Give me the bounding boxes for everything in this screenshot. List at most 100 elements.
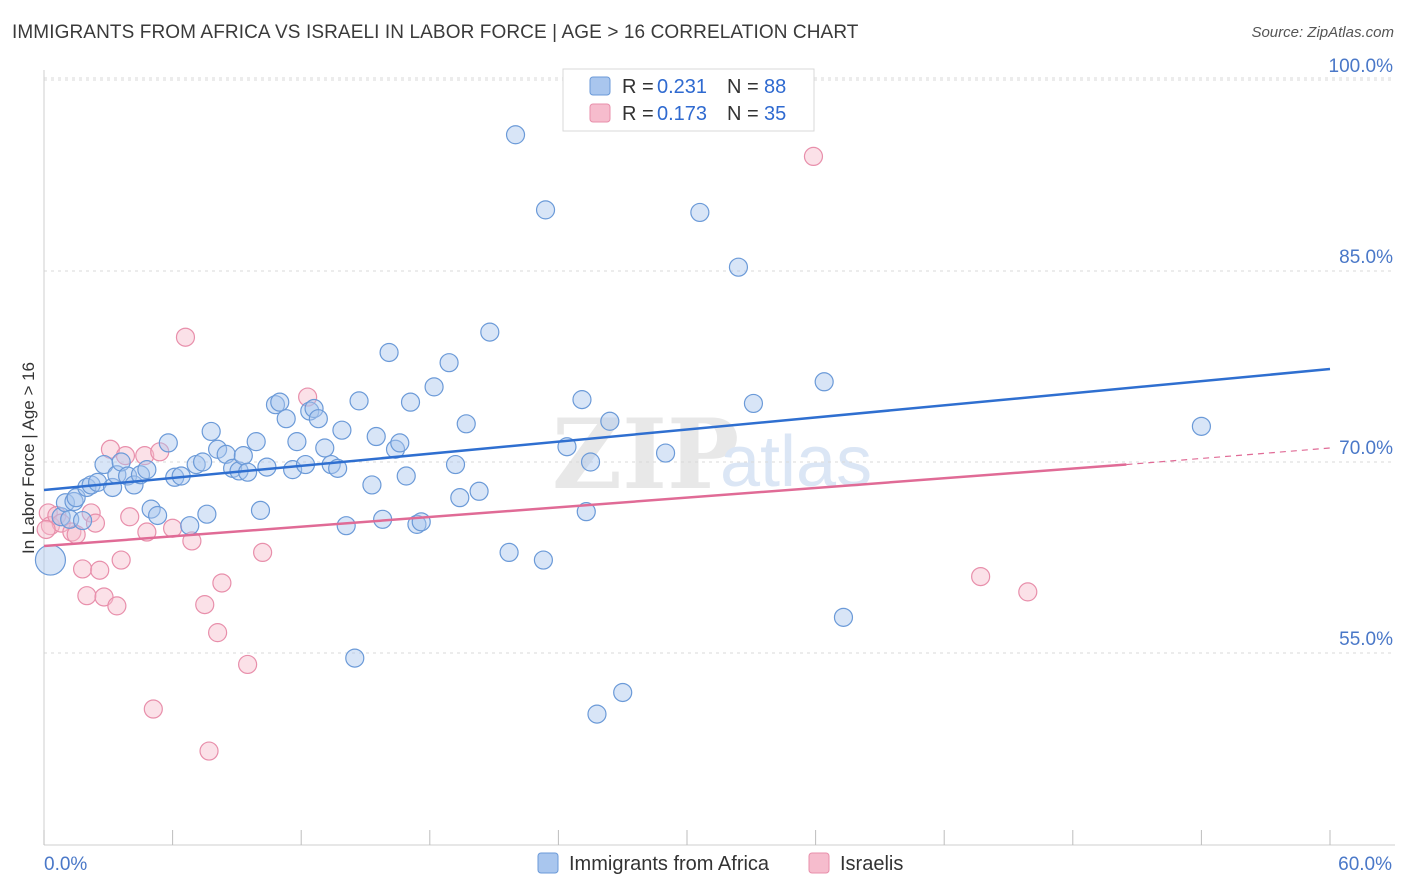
chart-title: IMMIGRANTS FROM AFRICA VS ISRAELI IN LAB… (12, 22, 859, 43)
legend-israelis-n-value: 35 (764, 103, 786, 125)
africa-point (257, 457, 277, 477)
axes (43, 70, 1395, 846)
israeli-point (137, 522, 157, 542)
bottom-legend-swatch-israelis (808, 852, 830, 874)
bottom-legend-israelis: Israelis (840, 853, 903, 875)
africa-point (1191, 416, 1212, 436)
trend-line-israelis (43, 463, 1127, 548)
legend-israelis-r-label: R = (622, 103, 654, 125)
africa-point (833, 607, 854, 627)
africa-point (439, 353, 459, 373)
africa-point (270, 392, 290, 412)
israeli-point (212, 573, 232, 593)
africa-point (390, 433, 410, 453)
legend-africa-n-value: 88 (764, 76, 786, 98)
legend-swatch-africa (589, 76, 611, 96)
bottom-legend-africa: Immigrants from Africa (569, 853, 770, 875)
africa-point (533, 550, 553, 570)
africa-point (535, 200, 556, 220)
africa-point (158, 433, 178, 453)
africa-point (600, 411, 620, 431)
africa-point (34, 544, 67, 576)
israeli-point (175, 327, 196, 347)
africa-point (304, 398, 324, 419)
africa-point (287, 432, 307, 452)
legend-africa-r-value: 0.231 (657, 76, 707, 98)
legend-africa-n-label: N = (727, 76, 759, 98)
israeli-point (77, 586, 97, 606)
africa-point (137, 460, 157, 480)
africa-point (147, 505, 168, 526)
africa-point (456, 414, 476, 434)
x-tick-label-min: 0.0% (44, 854, 87, 875)
bottom-legend-swatch-africa (537, 852, 559, 874)
africa-point (587, 704, 607, 724)
israeli-point (107, 596, 127, 616)
africa-point (505, 125, 526, 145)
africa-point (130, 465, 151, 485)
israeli-point (163, 518, 183, 538)
series-israelis (36, 146, 1038, 761)
israeli-point (199, 741, 219, 761)
x-ticks (43, 830, 1331, 845)
israeli-point (120, 507, 140, 527)
africa-point (655, 443, 676, 463)
africa-point (180, 516, 200, 536)
legend-israelis-n-label: N = (727, 103, 759, 125)
israeli-point (135, 446, 155, 466)
israeli-point (36, 519, 56, 540)
israeli-point (298, 387, 318, 407)
africa-point (362, 475, 382, 495)
africa-point (424, 377, 444, 397)
africa-point (246, 432, 266, 452)
africa-point (469, 481, 489, 501)
africa-point (572, 390, 592, 410)
trend-lines (43, 367, 1331, 548)
israeli-point (238, 654, 258, 675)
africa-point (349, 391, 369, 411)
africa-point (201, 421, 221, 442)
legend-israelis-r-value: 0.173 (657, 103, 707, 125)
legend-africa-r-label: R = (622, 76, 654, 98)
africa-point (411, 512, 431, 532)
israeli-point (90, 560, 110, 580)
y-tick-label: 85.0% (1339, 247, 1393, 268)
gridlines (44, 77, 1395, 654)
africa-point (576, 502, 596, 522)
y-tick-label: 100.0% (1329, 56, 1394, 77)
africa-point (396, 466, 416, 486)
africa-point (250, 500, 271, 520)
africa-point (72, 510, 93, 531)
y-tick-label: 55.0% (1339, 629, 1393, 650)
africa-point (445, 454, 466, 475)
africa-point (336, 516, 356, 536)
africa-point (580, 452, 601, 472)
africa-point (111, 452, 131, 472)
israeli-point (1018, 582, 1038, 602)
israeli-point (195, 595, 215, 615)
trend-line-africa (43, 367, 1331, 492)
africa-point (315, 438, 335, 458)
y-tick-labels: 55.0% 70.0% 85.0% 100.0% (1329, 56, 1394, 650)
africa-point (814, 372, 834, 392)
africa-point (499, 542, 519, 563)
watermark-zip: ZIP (552, 398, 739, 511)
africa-point (233, 446, 253, 466)
x-tick-label-max: 60.0% (1338, 854, 1392, 875)
israeli-point (803, 146, 824, 166)
africa-point (366, 426, 386, 447)
israeli-point (253, 542, 273, 563)
africa-point (308, 409, 328, 429)
africa-point (379, 342, 399, 363)
africa-point (197, 504, 217, 524)
legend-swatch-israelis (589, 103, 611, 123)
israeli-point (72, 559, 93, 579)
africa-point (332, 420, 352, 440)
africa-point (480, 322, 500, 342)
africa-point (450, 488, 470, 508)
trend-line-israelis-extrapolated (1126, 447, 1331, 466)
africa-point (613, 682, 633, 703)
africa-point (400, 392, 421, 412)
africa-point (743, 393, 764, 414)
